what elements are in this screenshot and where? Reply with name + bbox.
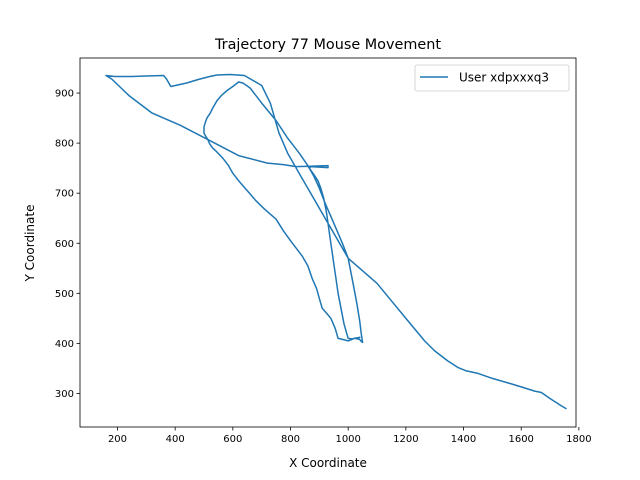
y-tick-label: 400 [55,339,74,350]
y-tick-label: 900 [55,89,74,100]
y-tick-label: 700 [55,189,74,200]
chart-title: Trajectory 77 Mouse Movement [214,37,441,53]
y-axis-label: Y Coordinate [23,205,37,283]
x-tick-label: 800 [281,434,300,445]
y-tick-label: 500 [55,289,74,300]
x-tick-label: 200 [108,434,127,445]
x-tick-label: 1400 [451,434,476,445]
x-tick-label: 1000 [335,434,360,445]
y-tick-label: 300 [55,389,74,400]
legend: User xdpxxxq3 [414,64,570,92]
plot-frame [79,57,577,428]
y-axis: 300 400 500 600 700 800 900 [55,89,80,400]
series-line-user [105,73,567,410]
x-tick-label: 1600 [508,434,533,445]
x-tick-label: 1200 [393,434,418,445]
x-axis: 200 400 600 800 1000 1200 1400 1600 1800 [108,427,592,445]
y-tick-label: 800 [55,139,74,150]
x-tick-label: 1800 [566,434,591,445]
x-tick-label: 400 [166,434,185,445]
x-tick-label: 600 [223,434,242,445]
legend-label: User xdpxxxq3 [459,71,549,85]
x-axis-label: X Coordinate [289,456,367,470]
y-tick-label: 600 [55,239,74,250]
legend-box [414,64,570,92]
